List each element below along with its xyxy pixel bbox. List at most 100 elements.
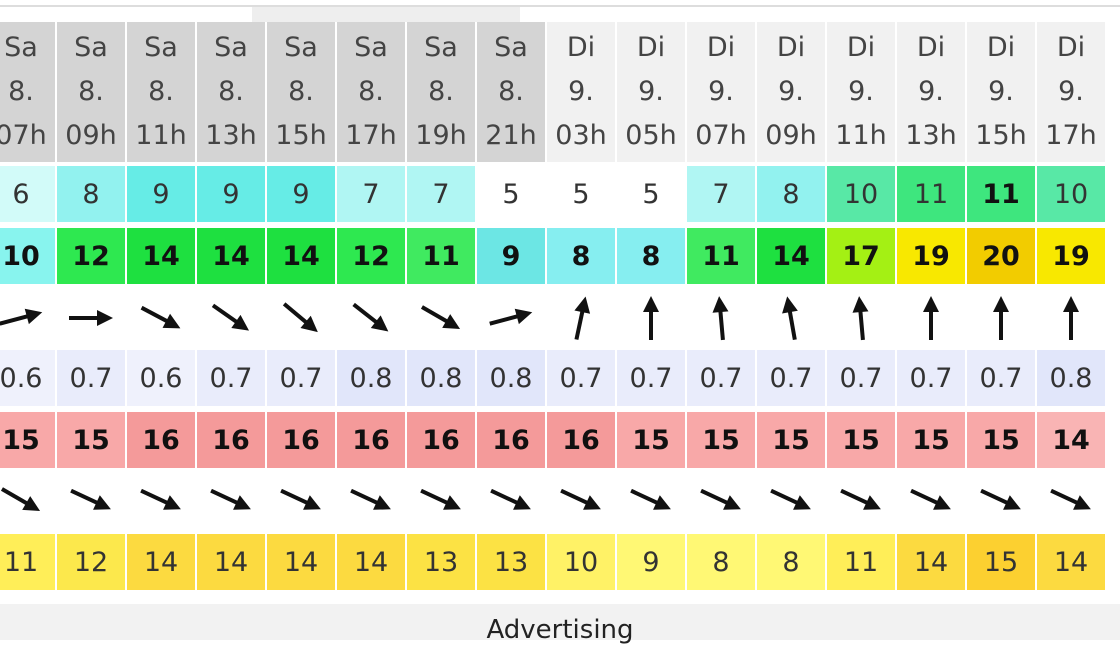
gust-cell: 12 [337, 228, 405, 284]
header-hour: 05h [625, 120, 677, 151]
header-day: Di [636, 32, 666, 63]
header-date: 9. [568, 76, 594, 107]
wave-period-cell: 15 [0, 412, 55, 468]
temperature-cell: 14 [1037, 534, 1105, 590]
wave-period-cell: 14 [1037, 412, 1105, 468]
header-date: 8. [358, 76, 384, 107]
column-header: Sa 8. 19h [407, 22, 475, 162]
wave-period-cell: 15 [57, 412, 125, 468]
gust-cell: 14 [267, 228, 335, 284]
column-header: Di 9. 03h [547, 22, 615, 162]
header-day: Di [916, 32, 946, 63]
column-header: Di 9. 17h [1037, 22, 1105, 162]
wave-direction-arrow [1050, 488, 1091, 510]
wind-speed-cell: 7 [687, 166, 755, 222]
wave-direction-arrow [700, 488, 741, 510]
header-date: 8. [498, 76, 524, 107]
wave-period-cell: 16 [197, 412, 265, 468]
wind-speed-cell: 5 [547, 166, 615, 222]
gust-cell: 8 [617, 228, 685, 284]
wave-height-cell: 0.7 [617, 350, 685, 406]
wave-direction-arrow [910, 488, 951, 510]
header-day: Di [986, 32, 1016, 63]
wind-direction-arrow [282, 302, 318, 333]
advertising: Advertising [0, 604, 1120, 645]
wave-period-cell: 16 [267, 412, 335, 468]
wave-period-cell: 15 [967, 412, 1035, 468]
wave-height-cell: 0.7 [687, 350, 755, 406]
column-header: Sa 8. 17h [337, 22, 405, 162]
wave-height-cell: 0.6 [127, 350, 195, 406]
header-day: Sa [74, 32, 108, 63]
header-hour: 19h [415, 120, 467, 151]
header-day: Di [846, 32, 876, 63]
wind-direction-arrow [0, 308, 43, 326]
wind-speed-cell: 11 [967, 166, 1035, 222]
header-day: Sa [4, 32, 38, 63]
wave-period-cell: 15 [757, 412, 825, 468]
gust-cell: 14 [757, 228, 825, 284]
header-date: 8. [8, 76, 34, 107]
wave-period-cell: 15 [827, 412, 895, 468]
wind-speed-cell: 5 [477, 166, 545, 222]
header-date: 8. [78, 76, 104, 107]
wave-height-cell: 0.7 [197, 350, 265, 406]
gust-cell: 19 [897, 228, 965, 284]
header-hour: 07h [0, 120, 47, 151]
wave-direction-arrow [980, 488, 1021, 510]
temperature-cell: 8 [687, 534, 755, 590]
header-date: 9. [708, 76, 734, 107]
header-hour: 07h [695, 120, 747, 151]
top-rule [0, 5, 1120, 7]
wave-height-cell: 0.7 [827, 350, 895, 406]
header-day: Di [1056, 32, 1086, 63]
wave-height-cell: 0.8 [1037, 350, 1105, 406]
temperature-cell: 13 [407, 534, 475, 590]
temperature-cell: 13 [477, 534, 545, 590]
wind-direction-arrow [420, 305, 461, 329]
header-day: Di [776, 32, 806, 63]
header-hour: 13h [205, 120, 257, 151]
wave-period-cell: 16 [127, 412, 195, 468]
wave-direction-arrow [490, 488, 531, 510]
page: Sa 8. 07h 6 10 0.6 15 11 Sa 8. 09h 8 12 0.7 15 12 Sa 8. 11… [0, 5, 1120, 645]
wave-direction-arrow [140, 488, 181, 510]
gust-cell: 19 [1037, 228, 1105, 284]
temperature-cell: 11 [0, 534, 55, 590]
wave-direction-arrow [420, 488, 461, 510]
wave-period-cell: 16 [407, 412, 475, 468]
header-hour: 21h [485, 120, 537, 151]
header-date: 8. [288, 76, 314, 107]
header-day: Sa [494, 32, 528, 63]
temperature-cell: 12 [57, 534, 125, 590]
wave-height-cell: 0.7 [267, 350, 335, 406]
wave-period-cell: 15 [617, 412, 685, 468]
header-day: Sa [354, 32, 388, 63]
wave-direction-arrow [770, 488, 811, 510]
gust-cell: 11 [407, 228, 475, 284]
temperature-cell: 14 [127, 534, 195, 590]
temperature-cell: 14 [197, 534, 265, 590]
column-header: Sa 8. 13h [197, 22, 265, 162]
header-date: 8. [148, 76, 174, 107]
column-header: Sa 8. 21h [477, 22, 545, 162]
header-hour: 17h [1045, 120, 1097, 151]
wind-direction-arrow [923, 296, 939, 340]
wave-direction-arrow [70, 488, 111, 510]
wave-period-cell: 16 [337, 412, 405, 468]
wave-height-cell: 0.6 [0, 350, 55, 406]
header-date: 9. [638, 76, 664, 107]
wind-speed-cell: 11 [897, 166, 965, 222]
wave-height-cell: 0.8 [337, 350, 405, 406]
wind-speed-cell: 9 [197, 166, 265, 222]
header-date: 9. [918, 76, 944, 107]
temperature-cell: 10 [547, 534, 615, 590]
temperature-cell: 8 [757, 534, 825, 590]
wave-direction-arrow [350, 488, 391, 510]
wave-direction-arrow [630, 488, 671, 510]
wind-speed-cell: 7 [337, 166, 405, 222]
wind-direction-arrow [782, 296, 798, 341]
temperature-cell: 14 [337, 534, 405, 590]
wave-period-cell: 15 [687, 412, 755, 468]
wave-height-cell: 0.7 [57, 350, 125, 406]
